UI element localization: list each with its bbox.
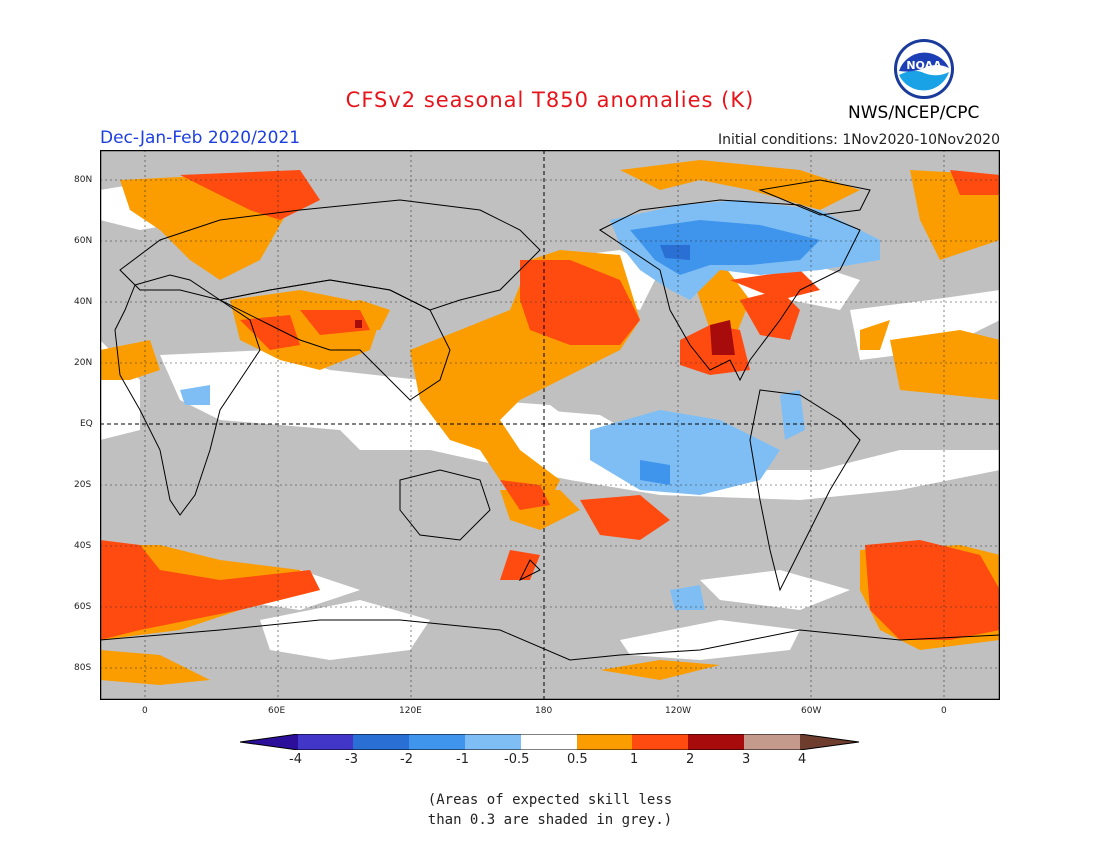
- colorbar-label: -2: [400, 752, 413, 767]
- lat-label: 60S: [74, 602, 92, 612]
- colorbar-segment: [632, 734, 688, 750]
- agency-label: NWS/NCEP/CPC: [848, 103, 980, 123]
- colorbar-segment: [240, 734, 298, 750]
- colorbar-label: -4: [289, 752, 302, 767]
- lat-label: EQ: [80, 419, 93, 429]
- colorbar-segment: [688, 734, 744, 750]
- new-zealand-outline: [518, 559, 541, 582]
- skill-note-line1: (Areas of expected skill less: [427, 792, 673, 808]
- colorbar-segment: [744, 734, 800, 750]
- antarctica-outline: [100, 619, 1000, 661]
- lat-label: 20N: [74, 358, 93, 368]
- lon-label: 180: [535, 706, 553, 716]
- lat-label: 60N: [74, 236, 93, 246]
- colorbar-label: 3: [742, 752, 751, 767]
- lon-label: 0: [142, 706, 148, 716]
- season-label: Dec-Jan-Feb 2020/2021: [100, 128, 301, 148]
- lat-label: 40S: [74, 541, 92, 551]
- lat-label: 80N: [74, 175, 93, 185]
- skill-note-line2: than 0.3 are shaded in grey.): [427, 812, 673, 828]
- blue-anomaly-regions: [180, 200, 880, 610]
- eurasia-outline: [119, 199, 541, 311]
- lon-label: 120E: [399, 706, 422, 716]
- lat-label: 20S: [74, 480, 92, 490]
- colorbar-label: 1: [630, 752, 639, 767]
- north-america-outline: [599, 199, 861, 382]
- lon-label: 120W: [665, 706, 692, 716]
- coastlines: [100, 179, 1000, 661]
- map-title: CFSv2 seasonal T850 anomalies (K): [345, 88, 755, 112]
- south-america-outline: [749, 389, 861, 592]
- noaa-logo-icon: NOAA: [894, 39, 954, 99]
- lat-label: 80S: [74, 663, 92, 673]
- map-frame: [100, 150, 1000, 700]
- colorbar-label: 4: [798, 752, 807, 767]
- lon-label: 0: [941, 706, 947, 716]
- colorbar-label: 0.5: [567, 752, 588, 767]
- lon-label: 60W: [801, 706, 822, 716]
- colorbar-label: -1: [456, 752, 469, 767]
- lat-label: 40N: [74, 297, 93, 307]
- noaa-logo-text: NOAA: [906, 59, 942, 72]
- anomaly-map: [100, 150, 1000, 700]
- colorbar-segment: [409, 734, 465, 750]
- darkred-anomaly-regions: [355, 320, 735, 355]
- graticule: [100, 150, 1000, 700]
- greenland-outline: [758, 179, 871, 216]
- colorbar-segment: [298, 734, 353, 750]
- colorbar-segment: [465, 734, 521, 750]
- colorbar: [240, 734, 860, 750]
- africa-outline: [114, 274, 261, 516]
- lon-label: 60E: [268, 706, 286, 716]
- colorbar-label: -0.5: [504, 752, 530, 767]
- colorbar-segment: [577, 734, 632, 750]
- red-anomaly-regions: [100, 170, 1000, 640]
- colorbar-label: -3: [345, 752, 358, 767]
- colorbar-segment: [800, 734, 859, 750]
- australia-outline: [399, 469, 491, 541]
- colorbar-segment: [353, 734, 409, 750]
- colorbar-label: 2: [686, 752, 695, 767]
- initial-conditions-label: Initial conditions: 1Nov2020-10Nov2020: [717, 132, 1000, 148]
- colorbar-segment: [521, 734, 577, 750]
